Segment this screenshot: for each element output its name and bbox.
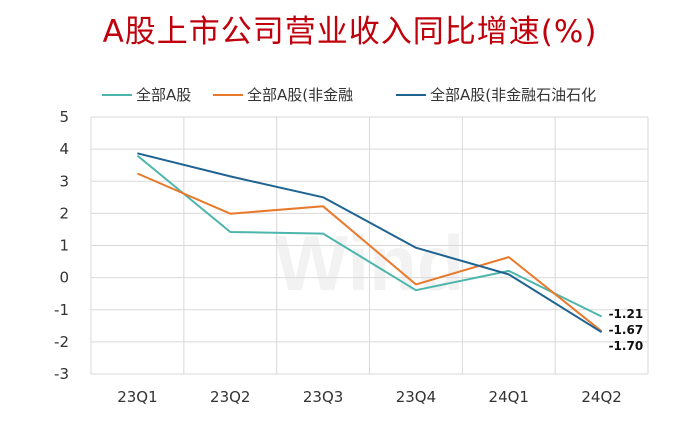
y-tick-label: 2 bbox=[59, 204, 69, 222]
y-tick-label: 0 bbox=[59, 269, 69, 287]
y-tick-label: 5 bbox=[59, 108, 69, 126]
y-tick-label: 4 bbox=[59, 140, 69, 158]
chart-title: A股上市公司营业收入同比增速(%) bbox=[102, 14, 598, 50]
series-line bbox=[137, 152, 603, 334]
x-tick-label: 24Q2 bbox=[581, 388, 621, 406]
y-tick-label: -1 bbox=[54, 301, 69, 319]
series-line bbox=[136, 154, 603, 318]
y-tick-label: 3 bbox=[59, 172, 69, 190]
y-tick-label: -3 bbox=[54, 365, 69, 383]
series-line bbox=[137, 172, 603, 333]
x-tick-label: 23Q1 bbox=[117, 388, 157, 406]
y-tick-label: 1 bbox=[59, 237, 69, 255]
x-tick-label: 23Q4 bbox=[396, 388, 436, 406]
data-label: -1.70 bbox=[609, 339, 644, 353]
y-tick-label: -2 bbox=[54, 333, 69, 351]
legend-label: 全部A股(非金融石油石化 bbox=[430, 86, 596, 104]
x-tick-label: 24Q1 bbox=[489, 388, 529, 406]
x-tick-label: 23Q2 bbox=[210, 388, 250, 406]
x-tick-label: 23Q3 bbox=[303, 388, 343, 406]
legend-label: 全部A股 bbox=[136, 86, 191, 104]
data-label: -1.67 bbox=[609, 323, 644, 337]
data-label: -1.21 bbox=[609, 307, 644, 321]
legend-label: 全部A股(非金融 bbox=[247, 86, 353, 104]
